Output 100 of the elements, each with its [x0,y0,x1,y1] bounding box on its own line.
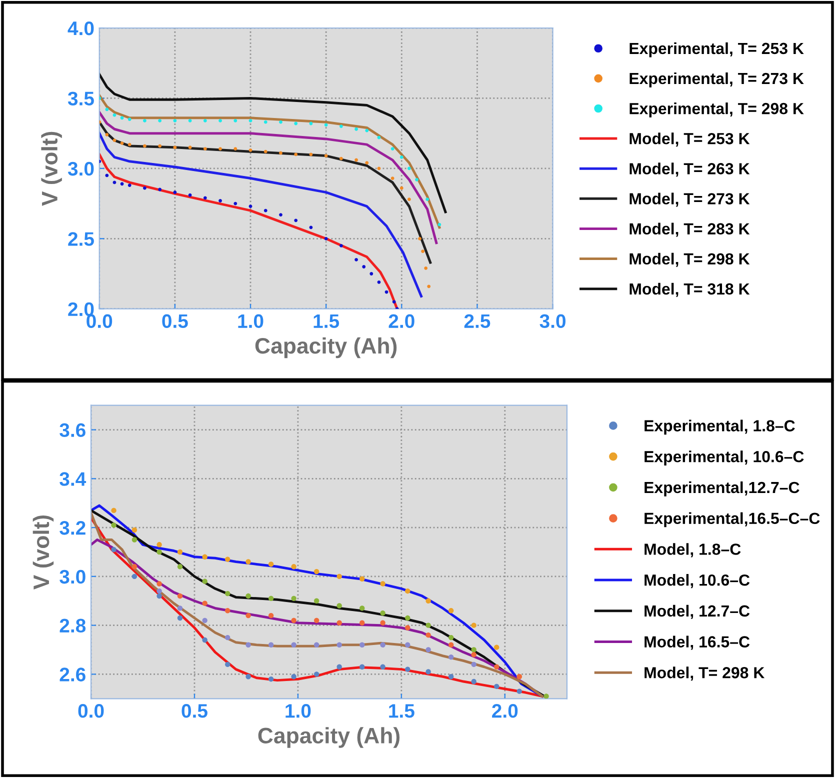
x-axis-title: Capacity (Ah) [258,727,400,748]
point [377,280,381,284]
point [390,147,394,150]
point [188,146,192,150]
point [424,266,428,270]
y-tick-label: 3.4 [60,472,86,486]
point [128,142,132,146]
point [224,608,230,614]
point [188,118,192,122]
legend-label: Model, 1.8–C [644,543,741,558]
point [203,118,207,122]
x-tick-label: 0.5 [182,704,208,718]
x-tick-label: 1.0 [238,314,264,328]
point [177,564,183,570]
point [294,152,298,156]
point [314,618,320,624]
line-series [99,153,398,309]
legend-label: Experimental,12.7–C [644,481,800,496]
point [405,642,410,648]
point [268,676,274,682]
x-tick-label: 3.0 [540,314,566,328]
point [156,549,162,555]
point [360,664,365,670]
point [246,612,251,618]
x-tick-label: 2.5 [464,314,490,328]
point [339,156,343,160]
point [365,161,369,165]
point [234,118,238,122]
point [105,174,109,178]
point [438,222,442,226]
x-tick-label: 1.0 [286,704,311,718]
point [426,198,430,202]
point [354,127,358,131]
y-tick-label: 2.6 [60,668,86,682]
point [246,642,251,648]
point [128,118,132,121]
point [264,150,268,154]
point [128,184,132,187]
x-tick-label: 0.0 [86,314,112,328]
point [268,642,274,648]
point [471,662,476,668]
legend-label: Model, T= 253 K [630,132,750,147]
legend-label: Model, 16.5–C [644,636,750,650]
line-series [99,111,438,244]
point [291,674,296,680]
point [544,694,549,699]
point [405,666,410,672]
y-tick-label: 3.6 [60,423,86,438]
point [448,634,454,640]
point [218,147,222,150]
point [132,574,138,580]
point [426,622,431,628]
x-tick-label: 1.5 [389,704,414,718]
point [224,556,230,562]
point [360,620,365,626]
point [173,118,177,122]
line-series [99,120,432,264]
legend-label: Model, T= 318 K [630,282,750,297]
legend-label: Experimental,16.5–C–C [644,512,820,528]
point [234,202,238,206]
point [360,606,365,611]
legend-label: Model, 12.7–C [644,604,750,619]
point [314,598,320,604]
point [158,144,162,148]
point [291,596,296,602]
point [377,166,381,170]
point [132,527,138,533]
point [448,608,454,614]
point [392,300,396,304]
point [380,664,386,670]
point [448,674,454,680]
legend-label: Experimental, T= 273 K [630,72,804,88]
point [120,116,124,120]
legend-label: Experimental, 1.8–C [644,420,795,435]
point [224,662,230,668]
point [415,178,418,182]
point [264,208,268,212]
point [173,146,177,150]
point [156,581,162,586]
y-tick-label: 3.0 [60,570,86,584]
point [360,642,365,648]
point [405,588,410,594]
x-axis-title: Capacity (Ah) [255,337,397,358]
point [426,647,431,652]
point [427,284,431,288]
point [294,218,298,222]
legend-label: Model, T= 298 K [630,252,750,267]
point [203,147,207,150]
point [494,664,500,670]
legend-label: Model, T= 298 K [644,666,765,681]
point [156,542,162,548]
point [143,118,146,122]
point [177,615,183,621]
point [336,664,342,670]
point [324,236,328,240]
point [365,128,369,132]
line-series [99,94,441,229]
legend-label: Model, 10.6–C [644,574,750,588]
x-tick-label: 2.0 [492,704,518,718]
point [120,182,124,186]
